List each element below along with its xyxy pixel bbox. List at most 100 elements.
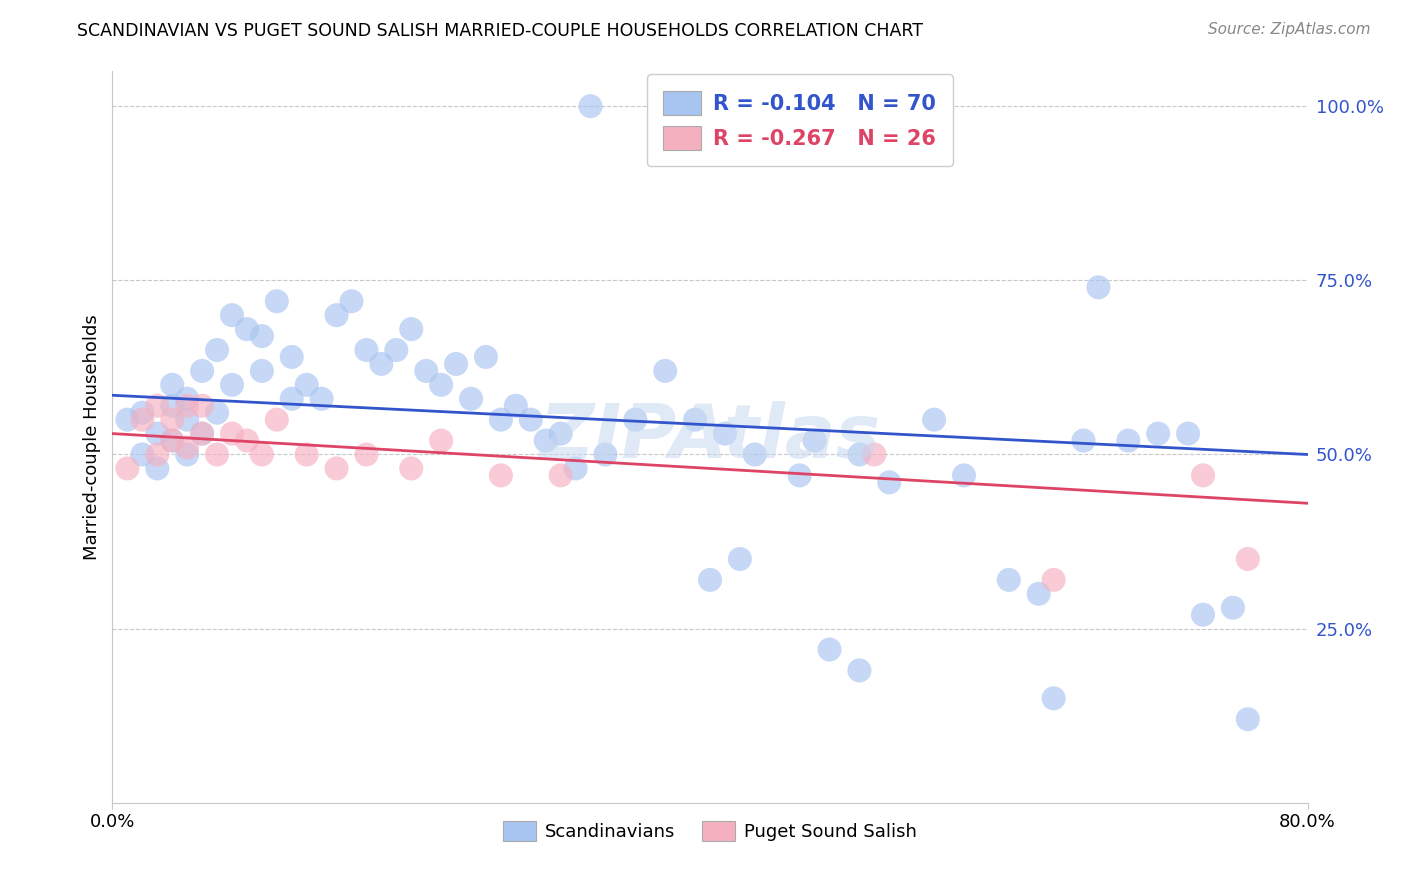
Point bbox=[176, 392, 198, 406]
Point bbox=[953, 468, 976, 483]
Point bbox=[266, 412, 288, 426]
Point bbox=[654, 364, 676, 378]
Point bbox=[176, 412, 198, 426]
Point bbox=[356, 343, 378, 357]
Point bbox=[1192, 468, 1215, 483]
Point bbox=[236, 322, 259, 336]
Point bbox=[1042, 573, 1064, 587]
Point bbox=[401, 461, 423, 475]
Point bbox=[863, 448, 886, 462]
Point bbox=[162, 434, 183, 448]
Point bbox=[162, 412, 183, 426]
Point bbox=[714, 426, 737, 441]
Point bbox=[295, 377, 318, 392]
Point bbox=[221, 308, 243, 322]
Point bbox=[879, 475, 901, 490]
Point bbox=[176, 448, 198, 462]
Text: SCANDINAVIAN VS PUGET SOUND SALISH MARRIED-COUPLE HOUSEHOLDS CORRELATION CHART: SCANDINAVIAN VS PUGET SOUND SALISH MARRI… bbox=[77, 22, 924, 40]
Point bbox=[550, 426, 572, 441]
Point bbox=[146, 426, 169, 441]
Point bbox=[430, 377, 453, 392]
Point bbox=[370, 357, 392, 371]
Point bbox=[520, 412, 543, 426]
Point bbox=[295, 448, 318, 462]
Y-axis label: Married-couple Households: Married-couple Households bbox=[83, 314, 101, 560]
Point bbox=[401, 322, 423, 336]
Point bbox=[281, 392, 304, 406]
Point bbox=[236, 434, 259, 448]
Point bbox=[325, 461, 347, 475]
Point bbox=[191, 426, 214, 441]
Point bbox=[356, 448, 378, 462]
Point bbox=[1042, 691, 1064, 706]
Point bbox=[699, 573, 721, 587]
Point bbox=[489, 468, 512, 483]
Point bbox=[789, 468, 811, 483]
Point bbox=[205, 343, 228, 357]
Point bbox=[162, 434, 183, 448]
Point bbox=[325, 308, 347, 322]
Point bbox=[117, 461, 139, 475]
Point bbox=[579, 99, 602, 113]
Point bbox=[564, 461, 586, 475]
Point bbox=[176, 399, 198, 413]
Point bbox=[1237, 712, 1260, 726]
Point bbox=[683, 412, 706, 426]
Point bbox=[430, 434, 453, 448]
Point bbox=[1087, 280, 1109, 294]
Point bbox=[1192, 607, 1215, 622]
Point bbox=[818, 642, 841, 657]
Point bbox=[146, 461, 169, 475]
Point bbox=[191, 364, 214, 378]
Point bbox=[117, 412, 139, 426]
Point bbox=[550, 468, 572, 483]
Point bbox=[146, 399, 169, 413]
Point bbox=[1028, 587, 1050, 601]
Point bbox=[534, 434, 557, 448]
Text: ZIPAtlas: ZIPAtlas bbox=[540, 401, 880, 474]
Text: Source: ZipAtlas.com: Source: ZipAtlas.com bbox=[1208, 22, 1371, 37]
Point bbox=[221, 426, 243, 441]
Point bbox=[205, 406, 228, 420]
Point bbox=[728, 552, 751, 566]
Point bbox=[1177, 426, 1199, 441]
Point bbox=[266, 294, 288, 309]
Point bbox=[340, 294, 363, 309]
Point bbox=[250, 448, 273, 462]
Point bbox=[444, 357, 467, 371]
Point bbox=[205, 448, 228, 462]
Point bbox=[250, 364, 273, 378]
Point bbox=[162, 399, 183, 413]
Point bbox=[1222, 600, 1244, 615]
Point bbox=[250, 329, 273, 343]
Point bbox=[176, 441, 198, 455]
Point bbox=[131, 448, 153, 462]
Point bbox=[311, 392, 333, 406]
Point bbox=[415, 364, 437, 378]
Legend: Scandinavians, Puget Sound Salish: Scandinavians, Puget Sound Salish bbox=[496, 814, 924, 848]
Point bbox=[385, 343, 408, 357]
Point bbox=[1073, 434, 1095, 448]
Point bbox=[131, 406, 153, 420]
Point bbox=[281, 350, 304, 364]
Point bbox=[848, 664, 870, 678]
Point bbox=[922, 412, 945, 426]
Point bbox=[191, 426, 214, 441]
Point bbox=[146, 448, 169, 462]
Point bbox=[489, 412, 512, 426]
Point bbox=[1147, 426, 1170, 441]
Point bbox=[624, 412, 647, 426]
Point bbox=[1237, 552, 1260, 566]
Point bbox=[803, 434, 825, 448]
Point bbox=[1118, 434, 1140, 448]
Point bbox=[131, 412, 153, 426]
Point bbox=[848, 448, 870, 462]
Point bbox=[505, 399, 527, 413]
Point bbox=[595, 448, 617, 462]
Point bbox=[460, 392, 482, 406]
Point bbox=[162, 377, 183, 392]
Point bbox=[221, 377, 243, 392]
Point bbox=[998, 573, 1021, 587]
Point bbox=[744, 448, 766, 462]
Point bbox=[191, 399, 214, 413]
